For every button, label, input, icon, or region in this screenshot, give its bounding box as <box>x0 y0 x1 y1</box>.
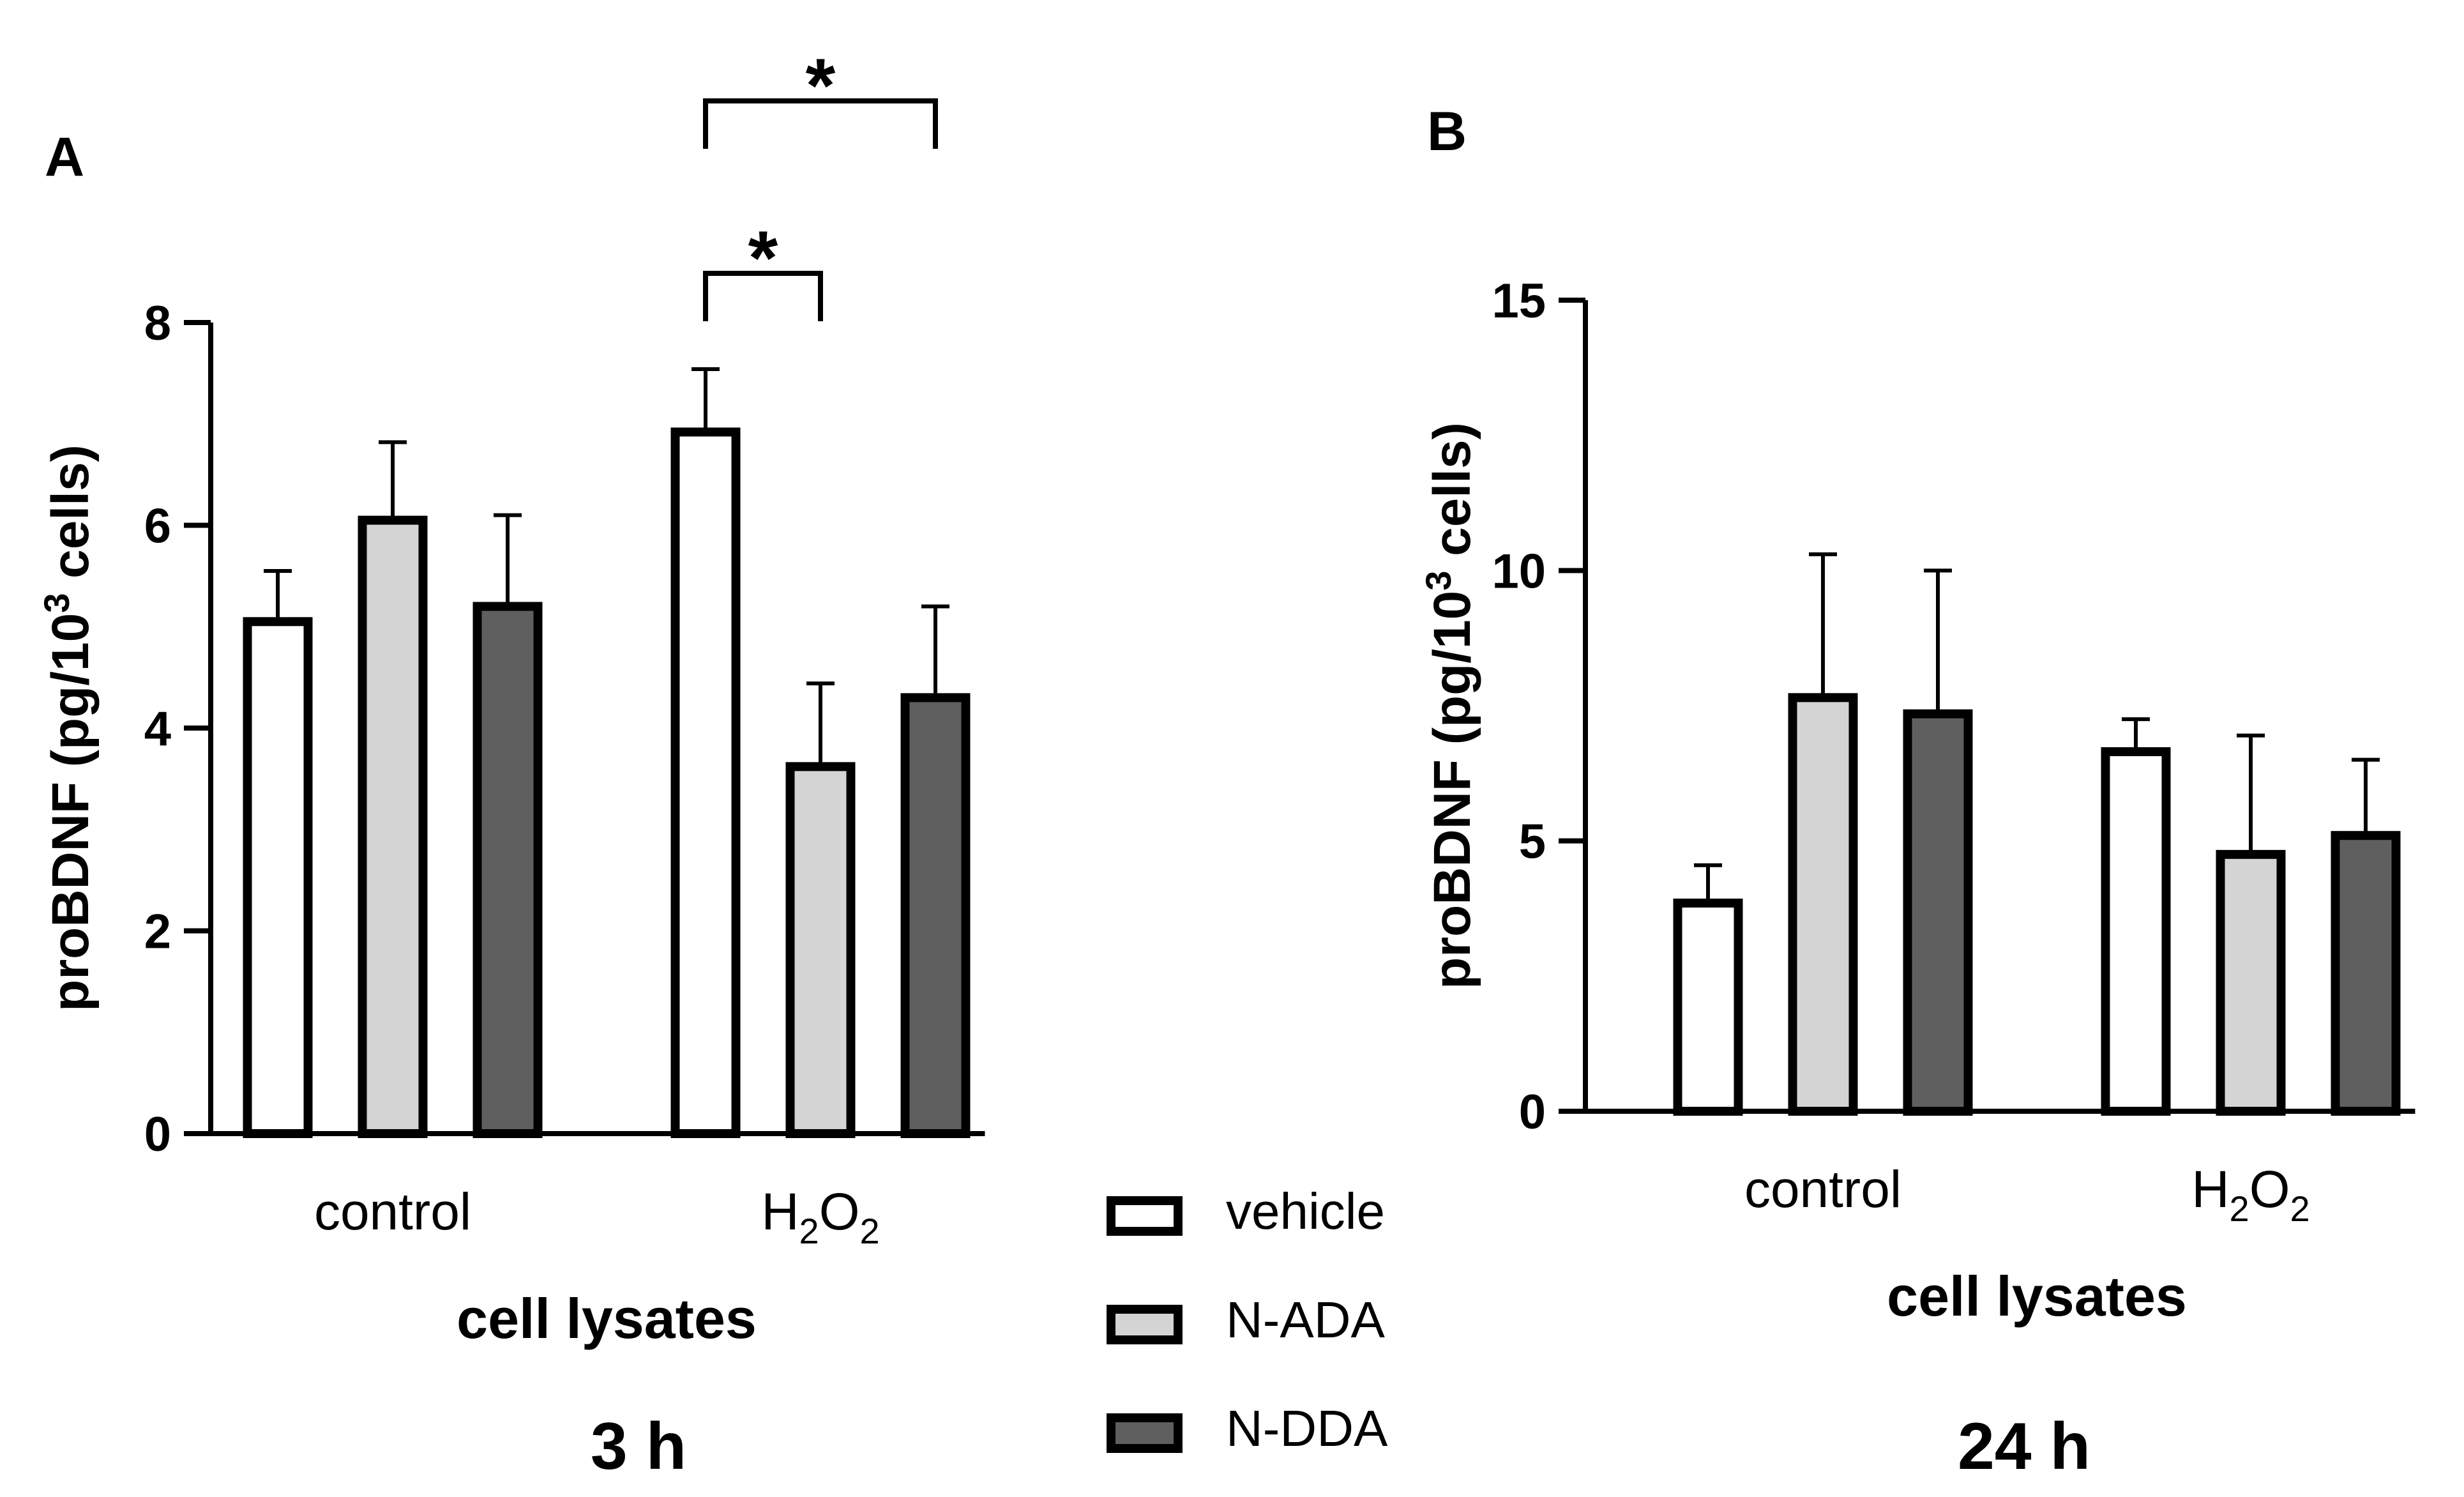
legend-label-vehicle: vehicle <box>1226 1183 1385 1240</box>
legend-swatch-n-ada <box>1107 1305 1183 1344</box>
bar-n-dda <box>900 693 971 1138</box>
bar-vehicle <box>1673 899 1743 1116</box>
legend: vehicle N-ADA N-DDA <box>1107 1183 1388 1457</box>
significance-bracket <box>703 98 938 149</box>
bar-vehicle <box>243 617 313 1138</box>
category-label-tail: O <box>2249 1160 2290 1219</box>
category-label-main: H <box>2191 1160 2229 1219</box>
y-tick-label: 15 <box>1492 274 1546 328</box>
panel-letter: B <box>1427 101 1467 162</box>
bar-n-ada <box>1788 693 1858 1116</box>
y-axis-title-end: cells) <box>1423 422 1481 570</box>
y-tick-label: 2 <box>144 905 171 959</box>
y-axis-title-sup: 3 <box>1418 571 1458 591</box>
y-axis-title-main: proBDNF (pg/10 <box>42 613 100 1012</box>
bar-n-ada <box>785 762 856 1138</box>
y-axis-title: proBDNF (pg/103 cells) <box>36 445 100 1012</box>
category-label: control <box>314 1183 471 1241</box>
legend-swatch-vehicle <box>1107 1196 1183 1236</box>
bar-n-dda <box>472 602 543 1138</box>
y-axis-title-sup: 3 <box>36 593 77 613</box>
significance-star: * <box>748 215 778 301</box>
x-axis-title: cell lysates <box>457 1287 757 1350</box>
y-axis-title: proBDNF (pg/103 cells) <box>1418 422 1481 989</box>
category-label-tail: O <box>819 1183 860 1241</box>
category-label: control <box>1744 1160 1901 1219</box>
significance-star: * <box>806 43 836 128</box>
category-label-main: H <box>761 1183 799 1241</box>
bar-n-dda <box>1903 709 1973 1116</box>
y-tick-label: 5 <box>1519 815 1546 869</box>
legend-label-n-ada: N-ADA <box>1226 1291 1386 1348</box>
bar-vehicle <box>2101 747 2171 1116</box>
category-label-sub: 2 <box>799 1211 819 1251</box>
significance-bracket <box>703 271 823 321</box>
category-label-main: control <box>1744 1160 1901 1219</box>
y-axis-title-main: proBDNF (pg/10 <box>1423 591 1481 989</box>
y-tick-label: 8 <box>144 296 171 351</box>
legend-swatch-n-dda <box>1107 1413 1183 1453</box>
bar-n-ada <box>358 515 428 1138</box>
x-axis-title: cell lysates <box>1887 1265 2187 1328</box>
legend-label-n-dda: N-DDA <box>1226 1400 1388 1457</box>
y-tick-label: 0 <box>144 1107 171 1162</box>
category-label: H2O2 <box>761 1183 879 1251</box>
y-axis-title-end: cells) <box>42 445 100 593</box>
bar-n-dda <box>2331 831 2401 1116</box>
time-label: 24 h <box>1958 1410 2090 1484</box>
category-label-sub: 2 <box>2290 1189 2310 1229</box>
y-tick-label: 4 <box>144 702 171 756</box>
bar-vehicle <box>670 427 741 1139</box>
category-label-sub: 2 <box>2230 1189 2249 1229</box>
y-tick-label: 10 <box>1492 544 1546 598</box>
time-label: 3 h <box>591 1410 686 1484</box>
y-tick-label: 6 <box>144 499 171 554</box>
category-label-main: control <box>314 1183 471 1241</box>
category-label: H2O2 <box>2191 1160 2309 1229</box>
panel-letter: A <box>45 126 84 188</box>
bar-n-ada <box>2216 849 2286 1116</box>
y-tick-label: 0 <box>1519 1085 1546 1139</box>
category-label-sub: 2 <box>860 1211 880 1251</box>
